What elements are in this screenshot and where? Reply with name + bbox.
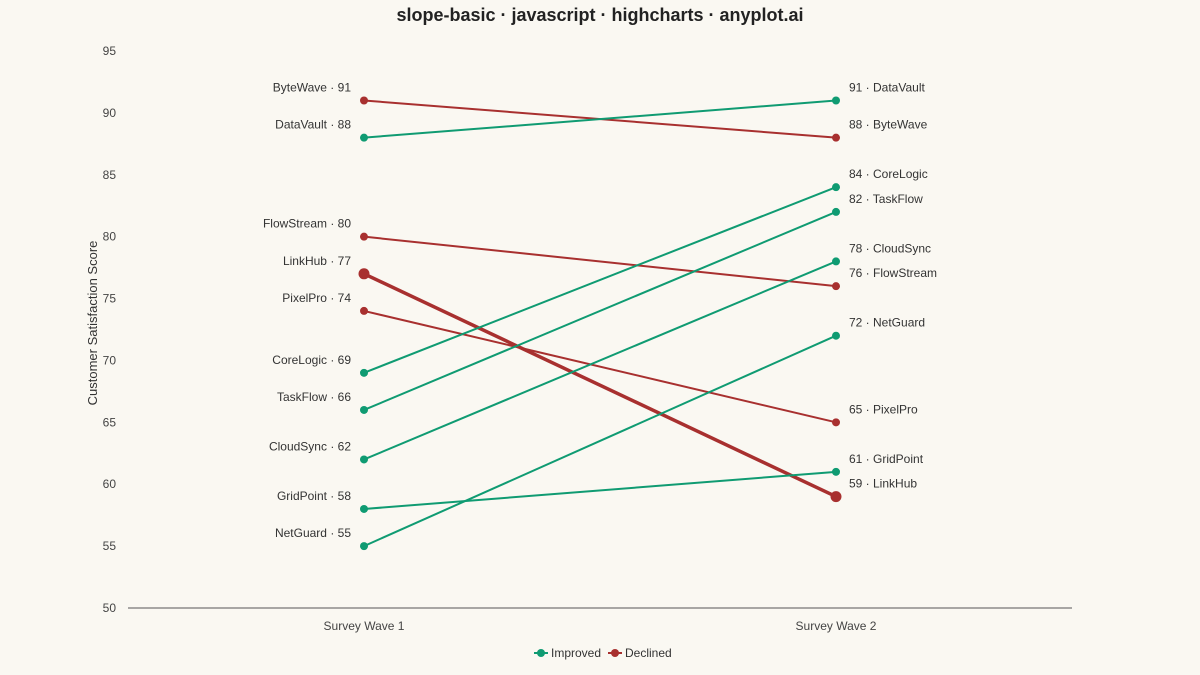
- start-label-gridpoint: GridPoint · 58: [277, 489, 351, 503]
- point-start-taskflow[interactable]: [360, 405, 368, 414]
- series-pixelpro[interactable]: PixelPro · 74 65 · PixelPro: [282, 291, 918, 427]
- y-tick-label-55: 55: [103, 539, 117, 553]
- legend-declined-label: Declined: [625, 646, 672, 660]
- end-label-pixelpro: 65 · PixelPro: [849, 402, 918, 416]
- series-linkhub[interactable]: LinkHub · 77 59 · LinkHub: [283, 254, 917, 503]
- series-datavault[interactable]: DataVault · 88 91 · DataVault: [275, 81, 925, 142]
- start-label-netguard: NetGuard · 55: [275, 526, 351, 540]
- series-line-flowstream[interactable]: [363, 235, 837, 288]
- y-tick-label-65: 65: [103, 415, 117, 429]
- y-axis-label: Customer Satisfaction Score: [85, 241, 100, 406]
- legend-improved-marker: [537, 649, 545, 657]
- chart-title: slope-basic · javascript · highcharts · …: [396, 5, 803, 25]
- series-line-taskflow[interactable]: [363, 210, 837, 411]
- series-line-linkhub[interactable]: [363, 272, 837, 499]
- start-label-corelogic: CoreLogic · 69: [272, 353, 351, 367]
- end-label-netguard: 72 · NetGuard: [849, 316, 925, 330]
- point-start-gridpoint[interactable]: [360, 504, 368, 513]
- series-line-datavault[interactable]: [363, 99, 837, 139]
- y-tick-label-80: 80: [103, 230, 117, 244]
- y-tick-label-70: 70: [103, 353, 117, 367]
- series-netguard[interactable]: NetGuard · 55 72 · NetGuard: [275, 316, 925, 551]
- series-gridpoint[interactable]: GridPoint · 58 61 · GridPoint: [277, 452, 924, 513]
- end-label-flowstream: 76 · FlowStream: [849, 266, 937, 280]
- point-start-bytewave[interactable]: [360, 96, 368, 105]
- start-label-bytewave: ByteWave · 91: [273, 81, 352, 95]
- point-start-datavault[interactable]: [360, 133, 368, 142]
- point-end-datavault[interactable]: [832, 96, 840, 105]
- legend-item-improved[interactable]: Improved: [534, 646, 601, 660]
- y-tick-label-60: 60: [103, 477, 117, 491]
- end-label-taskflow: 82 · TaskFlow: [849, 192, 923, 206]
- y-tick-label-90: 90: [103, 106, 117, 120]
- end-label-gridpoint: 61 · GridPoint: [849, 452, 924, 466]
- end-label-bytewave: 88 · ByteWave: [849, 118, 928, 132]
- point-end-linkhub[interactable]: [830, 491, 842, 503]
- start-label-taskflow: TaskFlow · 66: [277, 390, 351, 404]
- legend-item-declined[interactable]: Declined: [608, 646, 672, 660]
- point-end-pixelpro[interactable]: [832, 418, 840, 427]
- series-line-netguard[interactable]: [363, 334, 837, 548]
- end-label-corelogic: 84 · CoreLogic: [849, 167, 928, 181]
- point-end-gridpoint[interactable]: [832, 467, 840, 476]
- point-end-corelogic[interactable]: [832, 183, 840, 192]
- point-start-pixelpro[interactable]: [360, 306, 368, 315]
- point-start-corelogic[interactable]: [360, 368, 368, 377]
- start-label-pixelpro: PixelPro · 74: [282, 291, 351, 305]
- point-end-cloudsync[interactable]: [832, 257, 840, 266]
- end-label-cloudsync: 78 · CloudSync: [849, 241, 931, 255]
- y-tick-label-50: 50: [103, 601, 117, 615]
- series-flowstream[interactable]: FlowStream · 80 76 · FlowStream: [263, 217, 937, 291]
- point-start-netguard[interactable]: [360, 542, 368, 551]
- end-label-linkhub: 59 · LinkHub: [849, 477, 917, 491]
- point-start-cloudsync[interactable]: [360, 455, 368, 464]
- series-taskflow[interactable]: TaskFlow · 66 82 · TaskFlow: [277, 192, 923, 414]
- x-category-wave-1: Survey Wave 1: [324, 619, 405, 633]
- point-end-bytewave[interactable]: [832, 133, 840, 142]
- legend-declined-marker: [611, 649, 619, 657]
- series-line-corelogic[interactable]: [363, 186, 837, 374]
- start-label-linkhub: LinkHub · 77: [283, 254, 351, 268]
- point-end-taskflow[interactable]: [832, 207, 840, 216]
- series-corelogic[interactable]: CoreLogic · 69 84 · CoreLogic: [272, 167, 928, 377]
- point-start-linkhub[interactable]: [358, 268, 370, 280]
- y-tick-label-75: 75: [103, 292, 117, 306]
- y-tick-label-95: 95: [103, 44, 117, 58]
- series-line-pixelpro[interactable]: [363, 309, 837, 424]
- legend-improved-label: Improved: [551, 646, 601, 660]
- point-start-flowstream[interactable]: [360, 232, 368, 241]
- series-cloudsync[interactable]: CloudSync · 62 78 · CloudSync: [269, 241, 931, 464]
- end-label-datavault: 91 · DataVault: [849, 81, 925, 95]
- series-line-gridpoint[interactable]: [363, 470, 837, 510]
- start-label-cloudsync: CloudSync · 62: [269, 439, 351, 453]
- start-label-datavault: DataVault · 88: [275, 118, 351, 132]
- x-category-wave-2: Survey Wave 2: [796, 619, 877, 633]
- point-end-netguard[interactable]: [832, 331, 840, 340]
- series-line-cloudsync[interactable]: [363, 260, 837, 461]
- y-tick-label-85: 85: [103, 168, 117, 182]
- start-label-flowstream: FlowStream · 80: [263, 217, 351, 231]
- y-axis-ticks: 50 55 60 65 70 75 80 85 90 95: [103, 44, 117, 615]
- point-end-flowstream[interactable]: [832, 282, 840, 291]
- legend: Improved Declined: [534, 646, 672, 660]
